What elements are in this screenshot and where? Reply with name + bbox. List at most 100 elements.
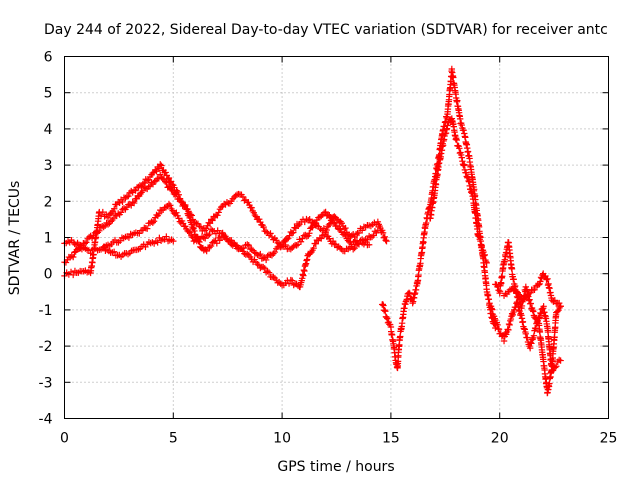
data-point-track-c — [165, 174, 173, 182]
data-point-track-a — [325, 221, 333, 229]
data-point-track-d — [154, 239, 161, 246]
data-point-track-c — [145, 176, 152, 183]
data-point-burst-15h — [380, 302, 387, 309]
data-point-track-b — [282, 241, 289, 249]
data-point-track-a — [68, 252, 75, 260]
data-point-tail-21h — [526, 296, 533, 303]
data-point-tail-22h — [532, 282, 540, 290]
data-point-track-b — [297, 238, 305, 245]
data-point-peak-18h — [482, 258, 490, 265]
data-point-track-b — [318, 212, 325, 220]
data-point-track-c — [195, 237, 202, 245]
data-point-track-b — [162, 204, 170, 211]
data-point-track-b — [150, 218, 158, 225]
data-point-track-c — [213, 240, 221, 247]
data-point-tail-21h — [554, 308, 561, 315]
data-point-tail-20h — [505, 320, 513, 328]
data-point-burst-15h — [458, 121, 465, 129]
data-point-track-a — [217, 203, 225, 211]
data-point-tail-20h — [495, 326, 503, 333]
data-point-track-a — [196, 223, 203, 230]
data-point-track-a — [352, 231, 360, 238]
chart-title: Day 244 of 2022, Sidereal Day-to-day VTE… — [44, 22, 608, 38]
data-point-track-b — [204, 232, 212, 239]
data-point-burst-15h — [382, 308, 389, 315]
data-point-track-a — [245, 199, 252, 206]
y-tick-label: 2 — [44, 194, 53, 210]
x-tick-label: 15 — [382, 431, 400, 447]
x-tick-labels: 0 5 10 15 20 25 — [60, 431, 617, 447]
data-point-track-b — [248, 246, 255, 253]
data-point-tail-20h — [530, 332, 538, 339]
data-point-track-b — [71, 240, 78, 248]
data-point-track-a — [104, 221, 112, 228]
data-point-track-c — [139, 180, 147, 188]
data-point-track-a — [379, 229, 387, 237]
data-point-tail-22h — [557, 303, 564, 310]
data-point-track-b — [337, 226, 344, 233]
data-point-track-c — [104, 214, 112, 222]
data-point-track-a — [267, 230, 274, 237]
data-point-track-c — [99, 208, 106, 216]
data-point-tail-20h — [494, 321, 501, 329]
data-point-tail-20h — [489, 306, 496, 313]
data-point-peak-18h — [477, 237, 484, 245]
series-track-c — [61, 161, 373, 291]
data-point-track-a — [83, 239, 90, 246]
data-point-track-c — [125, 192, 132, 200]
data-point-burst-15h — [381, 306, 388, 314]
data-point-tail-20h — [488, 305, 495, 312]
data-point-track-a — [114, 210, 122, 217]
data-point-track-c — [193, 233, 201, 240]
data-point-track-c — [285, 280, 293, 287]
y-tick-label: -4 — [39, 412, 53, 428]
data-point-peak-18h — [480, 248, 487, 256]
data-point-track-c — [254, 261, 261, 268]
data-point-track-b — [245, 242, 252, 249]
data-point-track-c — [260, 263, 267, 271]
data-point-burst-15h — [442, 118, 449, 125]
axis-ticks — [64, 56, 609, 419]
data-point-track-c — [264, 268, 271, 275]
y-tick-label: 3 — [44, 158, 53, 174]
y-axis-label: SDTVAR / TECUs — [7, 181, 23, 296]
data-point-tail-20h — [522, 330, 530, 337]
data-point-track-c — [157, 161, 164, 168]
data-point-tail-20h — [507, 315, 515, 323]
y-tick-label: 0 — [44, 267, 53, 283]
data-point-tail-22h — [531, 286, 538, 293]
data-point-track-a — [251, 211, 259, 219]
x-axis-label: GPS time / hours — [277, 459, 394, 475]
data-point-track-d — [163, 233, 170, 240]
data-point-track-c — [261, 265, 268, 272]
data-point-track-c — [244, 250, 251, 258]
series-track-b — [61, 200, 382, 264]
data-point-track-b — [125, 234, 133, 241]
data-point-tail-22h — [506, 286, 514, 294]
data-point-track-c — [365, 241, 373, 248]
data-point-tail-20h — [540, 303, 547, 310]
data-point-track-b — [311, 220, 318, 228]
data-point-peak-18h — [456, 145, 463, 152]
data-point-track-b — [255, 252, 263, 259]
data-point-peak-18h — [478, 243, 485, 251]
data-point-burst-15h — [450, 74, 457, 81]
data-point-track-a — [209, 217, 216, 224]
data-point-track-c — [164, 175, 172, 183]
data-point-peak-18h — [445, 119, 452, 127]
y-tick-label: 4 — [44, 122, 53, 138]
data-point-track-c — [119, 198, 126, 206]
data-point-track-c — [351, 244, 358, 252]
data-point-track-a — [215, 209, 222, 216]
data-point-track-a — [260, 223, 267, 231]
data-point-track-b — [270, 250, 277, 257]
x-tick-label: 0 — [60, 431, 69, 447]
data-marks — [61, 65, 564, 397]
data-point-peak-18h — [463, 173, 470, 180]
data-point-track-c — [232, 241, 239, 249]
data-point-track-a — [342, 224, 349, 232]
data-point-track-c — [136, 182, 144, 189]
data-point-track-c — [312, 240, 320, 248]
data-point-track-c — [92, 234, 100, 241]
